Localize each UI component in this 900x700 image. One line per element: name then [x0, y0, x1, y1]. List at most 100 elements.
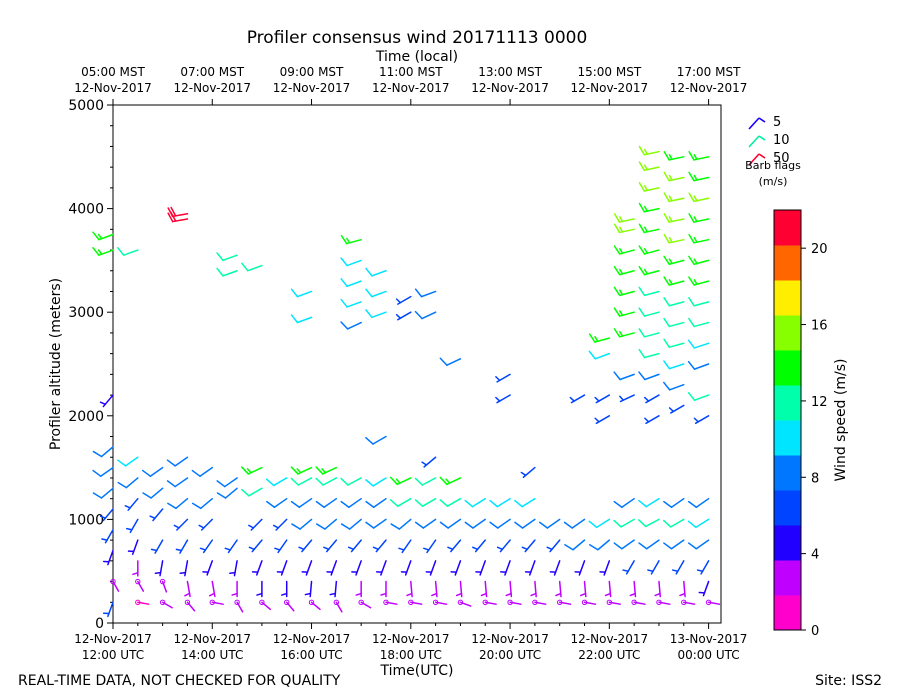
barb-stroke [434, 601, 448, 605]
wind-barb [265, 477, 288, 487]
barb-stroke [372, 477, 387, 487]
barb-stroke [670, 497, 685, 509]
wind-barb [556, 599, 572, 605]
wind-barb [563, 518, 586, 529]
barb-stroke [663, 338, 671, 348]
barb-stroke [92, 469, 102, 477]
wind-barb [654, 580, 662, 598]
wind-barb [124, 497, 139, 511]
barb-stroke [687, 542, 698, 550]
barb-stroke [613, 371, 621, 381]
wind-barb [259, 599, 272, 611]
top-tick-label-time: 09:00 MST [280, 65, 344, 79]
barb-stroke [645, 497, 660, 508]
barb-stroke [638, 265, 646, 276]
wind-barb [588, 350, 611, 360]
wind-barb [638, 518, 660, 528]
wind-barb [248, 539, 263, 553]
wind-barb [524, 560, 536, 576]
wind-barb [496, 539, 511, 553]
barb-stroke [191, 469, 201, 477]
barb-stroke [431, 592, 438, 597]
barb-stroke [638, 161, 646, 172]
wind-barb [638, 145, 660, 156]
wind-barb [284, 599, 295, 612]
barb-stroke [124, 456, 139, 467]
calm-marker [159, 578, 166, 585]
wind-barb [613, 265, 635, 276]
wind-barb [439, 476, 462, 486]
wind-barb [450, 560, 462, 576]
calm-marker [159, 599, 166, 605]
wind-barb [613, 497, 635, 509]
barb-stroke [274, 547, 281, 551]
top-tick-label-date: 12-Nov-2017 [372, 81, 450, 95]
barb-stroke [390, 523, 401, 530]
wind-barb [688, 150, 710, 161]
barb-stroke [299, 518, 313, 530]
barb-stroke [563, 521, 573, 529]
wind-barb [127, 539, 139, 555]
barb-stroke [619, 268, 624, 275]
wind-barb [679, 580, 686, 598]
barb-stroke [663, 542, 673, 550]
wind-barb [539, 518, 561, 529]
wind-barb [549, 560, 561, 576]
barb-stroke [688, 276, 695, 286]
x-tick-label-time: 22:00 UTC [578, 648, 640, 662]
barb-stroke [340, 298, 348, 308]
wind-barb [663, 381, 685, 391]
barb-stroke [316, 523, 326, 530]
wind-barb [414, 310, 437, 320]
wind-barb [663, 171, 685, 182]
barb-stroke [668, 383, 685, 391]
barb-stroke [340, 321, 349, 330]
wind-barb [414, 288, 437, 298]
colorbar-band [774, 385, 801, 421]
barb-stroke [688, 233, 695, 244]
wind-barb [475, 560, 486, 576]
barb-stroke [643, 205, 648, 212]
wind-barb [688, 171, 710, 182]
barb-stroke [398, 547, 405, 551]
wind-barb [532, 599, 547, 605]
barb-stroke [439, 499, 449, 507]
barb-stroke [92, 246, 100, 256]
barb-stroke [447, 518, 462, 529]
barb-stroke [97, 233, 103, 240]
barb-stroke [365, 521, 375, 529]
wind-barb [687, 497, 710, 509]
barb-stroke [668, 236, 673, 243]
wind-barb [638, 286, 660, 297]
barb-stroke [668, 321, 685, 328]
colorbar-tick-label: 4 [811, 548, 819, 563]
wind-barb [375, 560, 387, 576]
wind-barb [668, 404, 685, 414]
barb-stroke [161, 580, 168, 593]
wind-barb [439, 497, 462, 507]
wind-barb [92, 231, 114, 241]
wind-barb [589, 539, 611, 551]
barb-stroke [643, 268, 649, 275]
barb-stroke [687, 339, 696, 349]
barb-stroke [643, 311, 660, 317]
wind-barb [380, 580, 387, 598]
barb-stroke [398, 518, 412, 530]
colorbar-band [774, 245, 801, 281]
barb-stroke [117, 459, 127, 467]
top-tick-label-date: 12-Nov-2017 [74, 81, 152, 95]
barb-stroke [447, 546, 454, 551]
barb-stroke [619, 330, 624, 337]
barb-stroke [281, 592, 288, 596]
barb-stroke [643, 164, 648, 171]
barb-stroke [643, 226, 648, 233]
barb-stroke [291, 523, 301, 530]
barb-stroke [638, 371, 646, 381]
barb-stroke [340, 257, 348, 267]
wind-barb [117, 477, 139, 489]
wind-barb [472, 539, 486, 553]
wind-barb [698, 580, 710, 597]
wind-barb [274, 539, 288, 554]
barb-stroke [422, 518, 437, 529]
barb-stroke [459, 601, 472, 607]
